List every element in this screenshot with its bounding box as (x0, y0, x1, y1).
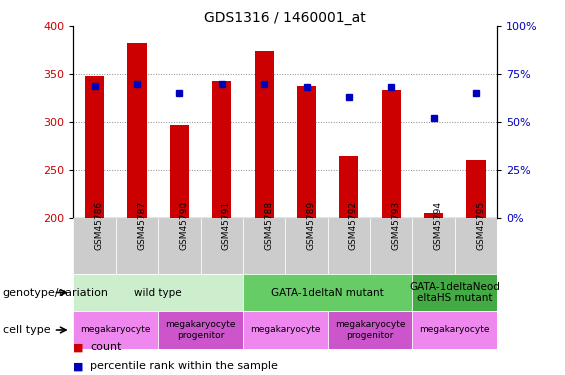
Text: megakaryocyte: megakaryocyte (81, 326, 151, 334)
Text: GSM45791: GSM45791 (221, 201, 231, 250)
Bar (424, 213, 443, 217)
Text: GSM45790: GSM45790 (179, 201, 188, 250)
Bar (170, 125, 189, 217)
Text: GSM45787: GSM45787 (137, 201, 146, 250)
Bar (340, 156, 358, 218)
Text: ■: ■ (73, 342, 84, 352)
Bar (243, 274, 412, 311)
Text: GSM45788: GSM45788 (264, 201, 273, 250)
Bar (412, 217, 455, 274)
Bar (85, 76, 104, 217)
Text: GATA-1deltaNeod
eltaHS mutant: GATA-1deltaNeod eltaHS mutant (410, 282, 500, 303)
Bar (285, 217, 328, 274)
Bar (297, 86, 316, 218)
Bar (412, 274, 497, 311)
Bar (382, 90, 401, 218)
Text: GSM45789: GSM45789 (306, 201, 315, 250)
Bar (73, 274, 243, 311)
Text: cell type: cell type (3, 325, 50, 335)
Bar (243, 311, 328, 349)
Text: GSM45786: GSM45786 (95, 201, 103, 250)
Bar (212, 81, 231, 218)
Bar (328, 217, 370, 274)
Bar (328, 311, 412, 349)
Text: megakaryocyte
progenitor: megakaryocyte progenitor (166, 320, 236, 340)
Text: GSM45795: GSM45795 (476, 201, 485, 250)
Bar (128, 42, 146, 218)
Bar (201, 217, 243, 274)
Bar (73, 311, 158, 349)
Text: GSM45792: GSM45792 (349, 201, 358, 250)
Bar (370, 217, 412, 274)
Text: megakaryocyte
progenitor: megakaryocyte progenitor (335, 320, 405, 340)
Text: genotype/variation: genotype/variation (3, 288, 109, 297)
Bar (467, 160, 485, 218)
Text: GSM45793: GSM45793 (391, 201, 400, 250)
Text: wild type: wild type (134, 288, 182, 297)
Bar (455, 217, 497, 274)
Text: percentile rank within the sample: percentile rank within the sample (90, 361, 279, 371)
Title: GDS1316 / 1460001_at: GDS1316 / 1460001_at (205, 11, 366, 25)
Bar (158, 217, 201, 274)
Text: GATA-1deltaN mutant: GATA-1deltaN mutant (271, 288, 384, 297)
Bar (243, 217, 285, 274)
Text: count: count (90, 342, 122, 352)
Bar (73, 217, 116, 274)
Text: megakaryocyte: megakaryocyte (420, 326, 490, 334)
Bar (255, 51, 273, 217)
Text: megakaryocyte: megakaryocyte (250, 326, 320, 334)
Bar (158, 311, 243, 349)
Bar (116, 217, 158, 274)
Text: ■: ■ (73, 361, 84, 371)
Text: GSM45794: GSM45794 (434, 201, 442, 250)
Bar (412, 311, 497, 349)
